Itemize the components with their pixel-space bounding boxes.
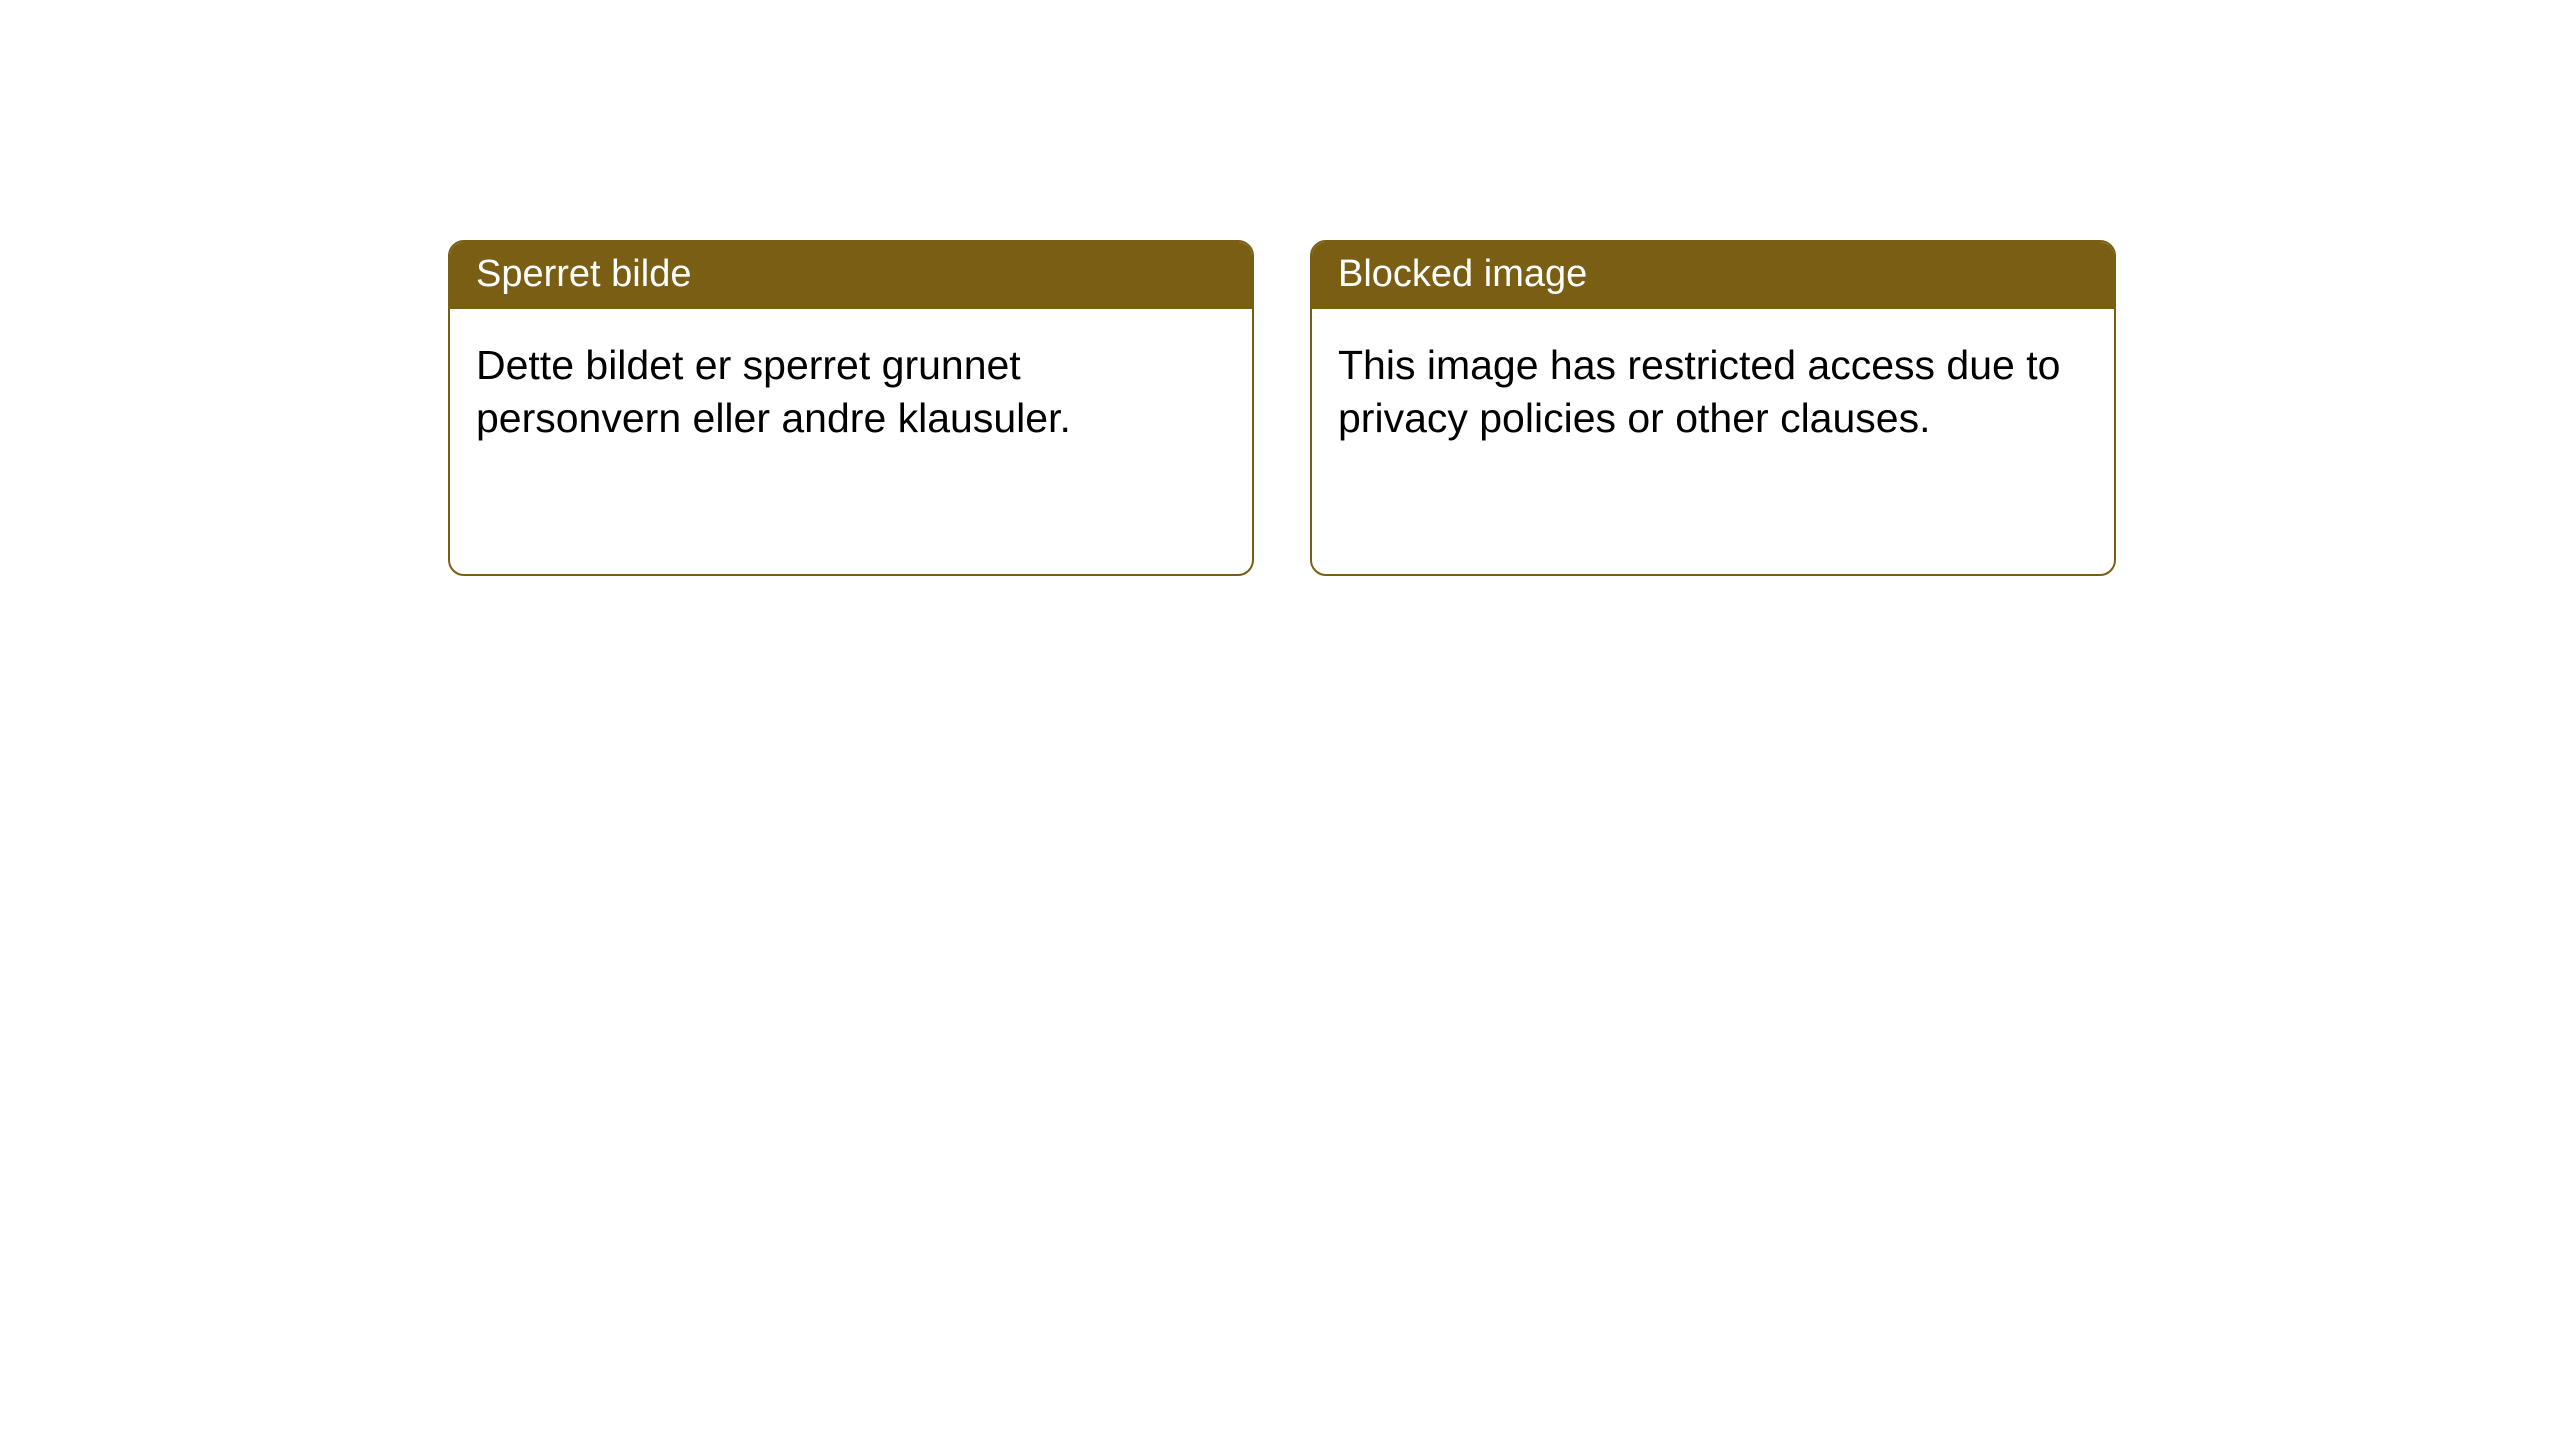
notice-card-norwegian: Sperret bilde Dette bildet er sperret gr… — [448, 240, 1254, 576]
notice-card-english: Blocked image This image has restricted … — [1310, 240, 2116, 576]
notice-container: Sperret bilde Dette bildet er sperret gr… — [0, 0, 2560, 576]
card-title: Sperret bilde — [476, 253, 691, 295]
card-header: Blocked image — [1312, 242, 2114, 309]
card-header: Sperret bilde — [450, 242, 1252, 309]
card-body-text: Dette bildet er sperret grunnet personve… — [476, 342, 1071, 440]
card-title: Blocked image — [1338, 253, 1587, 295]
card-body: This image has restricted access due to … — [1312, 309, 2114, 474]
card-body-text: This image has restricted access due to … — [1338, 342, 2060, 440]
card-body: Dette bildet er sperret grunnet personve… — [450, 309, 1252, 474]
